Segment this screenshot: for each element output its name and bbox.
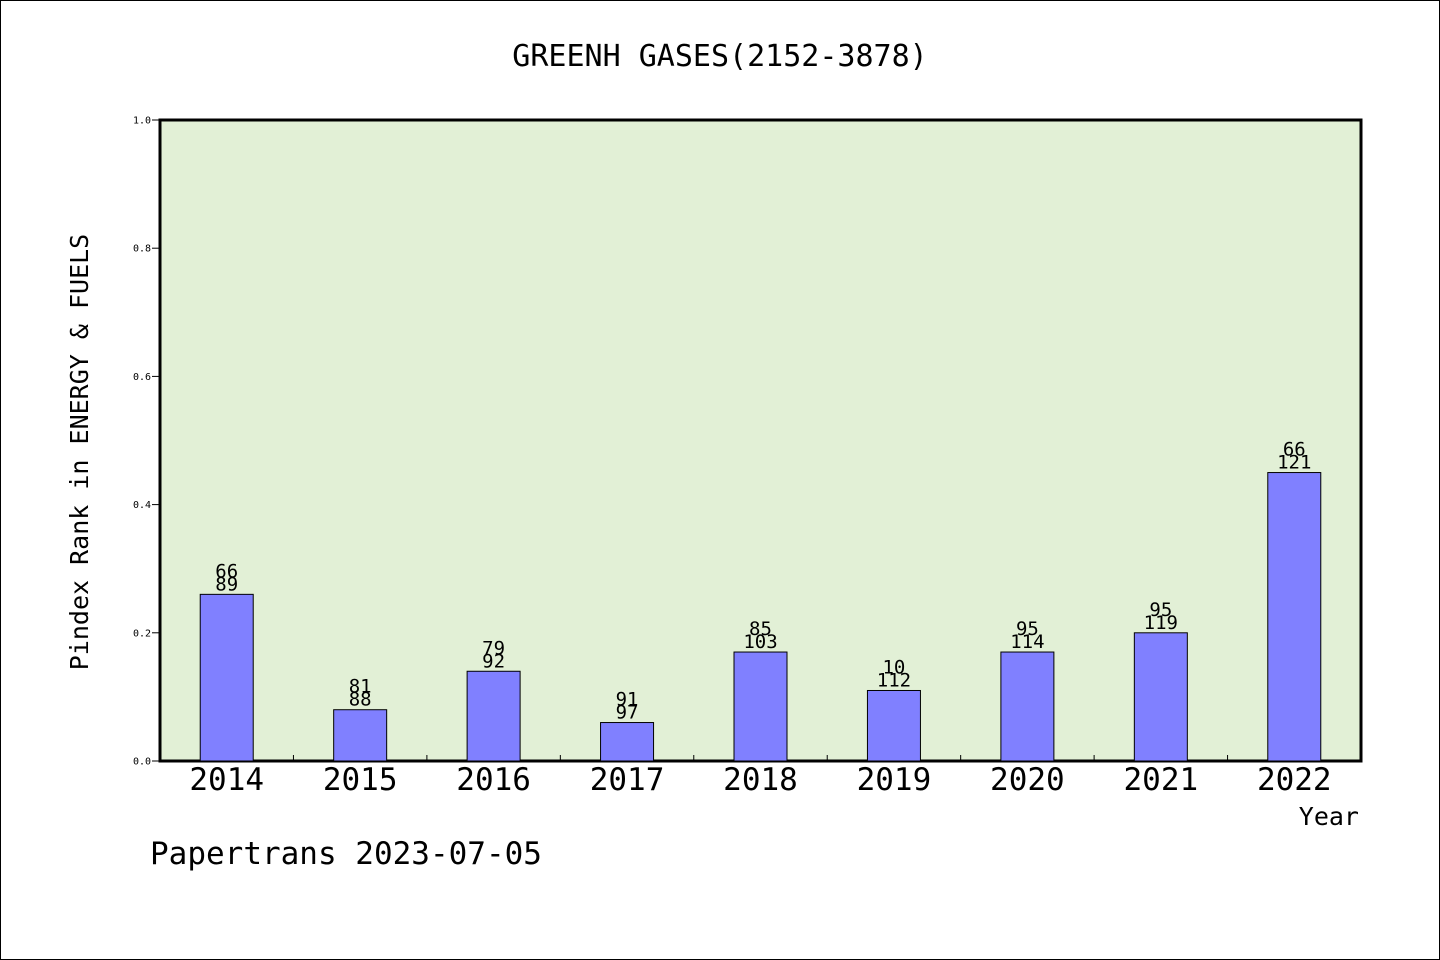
data-label-bottom: 88	[349, 689, 372, 711]
data-label-bottom: 121	[1277, 452, 1311, 474]
x-tick-label: 2016	[456, 762, 531, 798]
data-label-bottom: 114	[1010, 631, 1044, 653]
y-tick-label: 0.4	[133, 500, 151, 511]
x-tick-label: 2015	[323, 762, 398, 798]
bar-2022	[1267, 472, 1322, 762]
x-tick-label: 2019	[857, 762, 932, 798]
x-axis: 2014 2015 2016 2017 2018 2019 2020 2021 2022	[189, 755, 1332, 798]
data-label-top: 95	[1149, 599, 1172, 621]
bar-2016	[466, 670, 521, 762]
data-label-bottom: 92	[482, 650, 505, 672]
y-tick-label: 0.6	[133, 372, 151, 383]
y-tick-label: 0.2	[133, 628, 151, 639]
bar-2020	[1000, 651, 1055, 762]
data-label-top: 66	[1283, 439, 1306, 461]
data-label-top: 85	[749, 618, 772, 640]
x-axis-label: Year	[1299, 802, 1359, 831]
data-labels: 6689818879929197851031011295114951196612…	[215, 439, 1311, 724]
data-label-top: 66	[215, 560, 238, 582]
bar-2019	[866, 689, 921, 762]
chart-title: GREENH GASES(2152-3878)	[512, 39, 927, 74]
x-tick-label: 2014	[189, 762, 264, 798]
x-tick-label: 2022	[1257, 762, 1332, 798]
data-label-top: 10	[882, 656, 905, 678]
x-tick-label: 2017	[590, 762, 665, 798]
footer-text: Papertrans 2023-07-05	[150, 836, 542, 872]
data-label-bottom: 97	[616, 702, 639, 724]
y-tick-label: 0.0	[133, 757, 151, 768]
bar-2017	[600, 722, 655, 762]
y-axis-label: Pindex Rank in ENERGY & FUELS	[65, 234, 94, 671]
data-label-top: 81	[349, 676, 372, 698]
data-label-top: 91	[616, 689, 639, 711]
bar-2021	[1133, 632, 1188, 762]
x-tick-label: 2021	[1124, 762, 1199, 798]
data-label-bottom: 89	[215, 573, 238, 595]
y-axis: 0.0 0.2 0.4 0.6 0.8 1.0	[133, 116, 160, 768]
data-label-bottom: 119	[1144, 612, 1178, 634]
bar-2015	[333, 709, 388, 762]
x-tick-label: 2018	[723, 762, 798, 798]
y-tick-label: 1.0	[133, 116, 151, 127]
data-label-bottom: 103	[743, 631, 777, 653]
bar-2014	[199, 593, 254, 762]
data-label-bottom: 112	[877, 669, 911, 691]
x-tick-label: 2020	[990, 762, 1065, 798]
y-tick-label: 0.8	[133, 244, 151, 255]
bars	[199, 472, 1322, 762]
data-label-top: 79	[482, 637, 505, 659]
data-label-top: 95	[1016, 618, 1039, 640]
bar-2018	[733, 651, 788, 762]
